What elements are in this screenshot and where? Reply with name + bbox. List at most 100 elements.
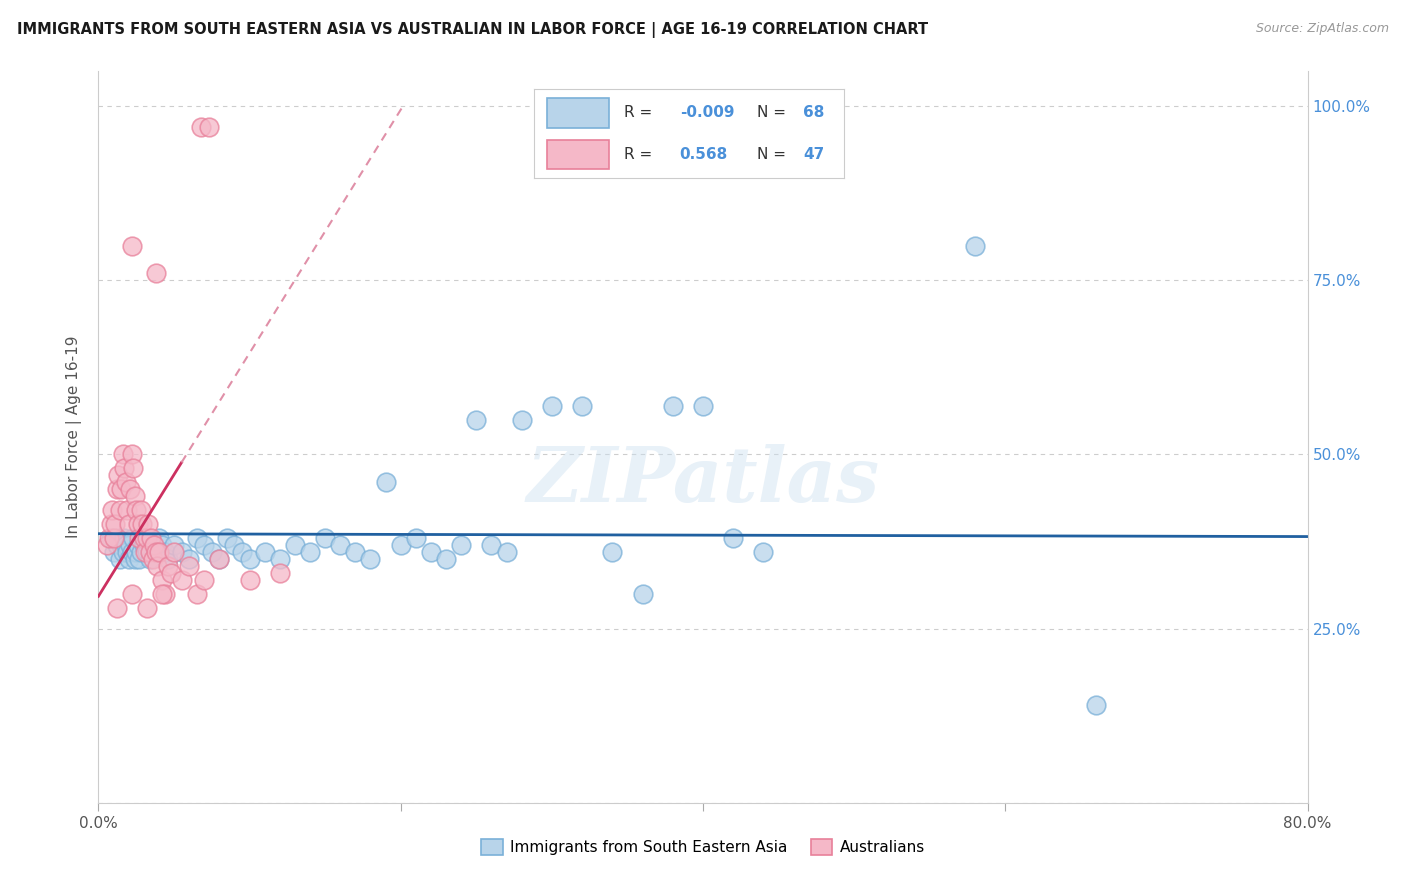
Point	[1085, 698, 1108, 713]
Point	[208, 552, 231, 566]
Point	[143, 538, 166, 552]
Point	[193, 538, 215, 552]
Point	[434, 552, 457, 566]
Point	[125, 545, 148, 559]
Point	[329, 538, 352, 552]
Point	[132, 538, 155, 552]
Point	[752, 545, 775, 559]
Point	[495, 545, 517, 559]
Point	[110, 483, 132, 497]
Point	[104, 517, 127, 532]
Point	[374, 475, 396, 490]
Point	[239, 552, 262, 566]
Point	[128, 531, 150, 545]
Point	[124, 489, 146, 503]
Point	[112, 461, 135, 475]
Text: ZIPatlas: ZIPatlas	[526, 444, 880, 518]
Point	[156, 558, 179, 573]
Point	[118, 552, 141, 566]
Point	[360, 552, 382, 566]
Point	[465, 412, 488, 426]
Text: -0.009: -0.009	[679, 105, 734, 120]
Point	[96, 538, 118, 552]
Point	[450, 538, 472, 552]
Point	[142, 538, 165, 552]
Text: IMMIGRANTS FROM SOUTH EASTERN ASIA VS AUSTRALIAN IN LABOR FORCE | AGE 16-19 CORR: IMMIGRANTS FROM SOUTH EASTERN ASIA VS AU…	[17, 22, 928, 38]
Point	[115, 545, 138, 559]
Point	[150, 538, 173, 552]
Point	[314, 531, 336, 545]
Point	[139, 545, 162, 559]
Point	[420, 545, 443, 559]
Point	[389, 538, 412, 552]
Point	[481, 538, 503, 552]
Point	[103, 545, 125, 559]
Point	[284, 538, 307, 552]
Text: 68: 68	[803, 105, 825, 120]
Point	[141, 531, 163, 545]
Point	[121, 587, 143, 601]
Point	[131, 517, 153, 532]
Point	[122, 531, 145, 545]
Point	[299, 545, 322, 559]
Point	[124, 552, 146, 566]
Point	[156, 552, 179, 566]
Point	[150, 573, 173, 587]
Point	[179, 552, 201, 566]
Point	[111, 448, 134, 462]
Point	[163, 545, 186, 559]
Point	[179, 558, 201, 573]
Point	[111, 545, 134, 559]
Point	[170, 573, 193, 587]
Point	[100, 531, 122, 545]
Point	[120, 538, 142, 552]
Point	[224, 538, 246, 552]
Text: N =: N =	[756, 105, 790, 120]
Point	[132, 531, 155, 545]
Point	[208, 552, 231, 566]
Point	[108, 503, 131, 517]
Point	[170, 545, 193, 559]
Point	[103, 531, 125, 545]
Point	[344, 545, 367, 559]
Point	[148, 545, 170, 559]
Point	[127, 517, 149, 532]
Point	[201, 545, 224, 559]
Point	[142, 552, 165, 566]
Point	[128, 552, 150, 566]
Point	[110, 538, 132, 552]
Point	[631, 587, 654, 601]
Point	[269, 552, 291, 566]
Point	[115, 503, 138, 517]
Point	[540, 399, 562, 413]
Point	[602, 545, 624, 559]
Point	[190, 120, 212, 134]
Point	[135, 600, 157, 615]
Point	[107, 468, 129, 483]
Point	[107, 531, 129, 545]
Point	[114, 475, 136, 490]
FancyBboxPatch shape	[547, 140, 609, 169]
Point	[197, 120, 219, 134]
Point	[120, 483, 142, 497]
Point	[105, 538, 128, 552]
Point	[112, 531, 135, 545]
Point	[965, 238, 987, 252]
Text: Source: ZipAtlas.com: Source: ZipAtlas.com	[1256, 22, 1389, 36]
Point	[121, 238, 143, 252]
Point	[239, 573, 262, 587]
Point	[661, 399, 683, 413]
Legend: Immigrants from South Eastern Asia, Australians: Immigrants from South Eastern Asia, Aust…	[475, 833, 931, 861]
Point	[135, 545, 157, 559]
Point	[122, 461, 145, 475]
Point	[153, 545, 176, 559]
Point	[121, 545, 143, 559]
FancyBboxPatch shape	[547, 98, 609, 128]
Point	[510, 412, 533, 426]
Point	[136, 517, 159, 532]
Y-axis label: In Labor Force | Age 16-19: In Labor Force | Age 16-19	[66, 335, 83, 539]
Point	[101, 503, 124, 517]
Point	[253, 545, 276, 559]
Point	[135, 531, 157, 545]
Text: R =: R =	[624, 147, 657, 161]
